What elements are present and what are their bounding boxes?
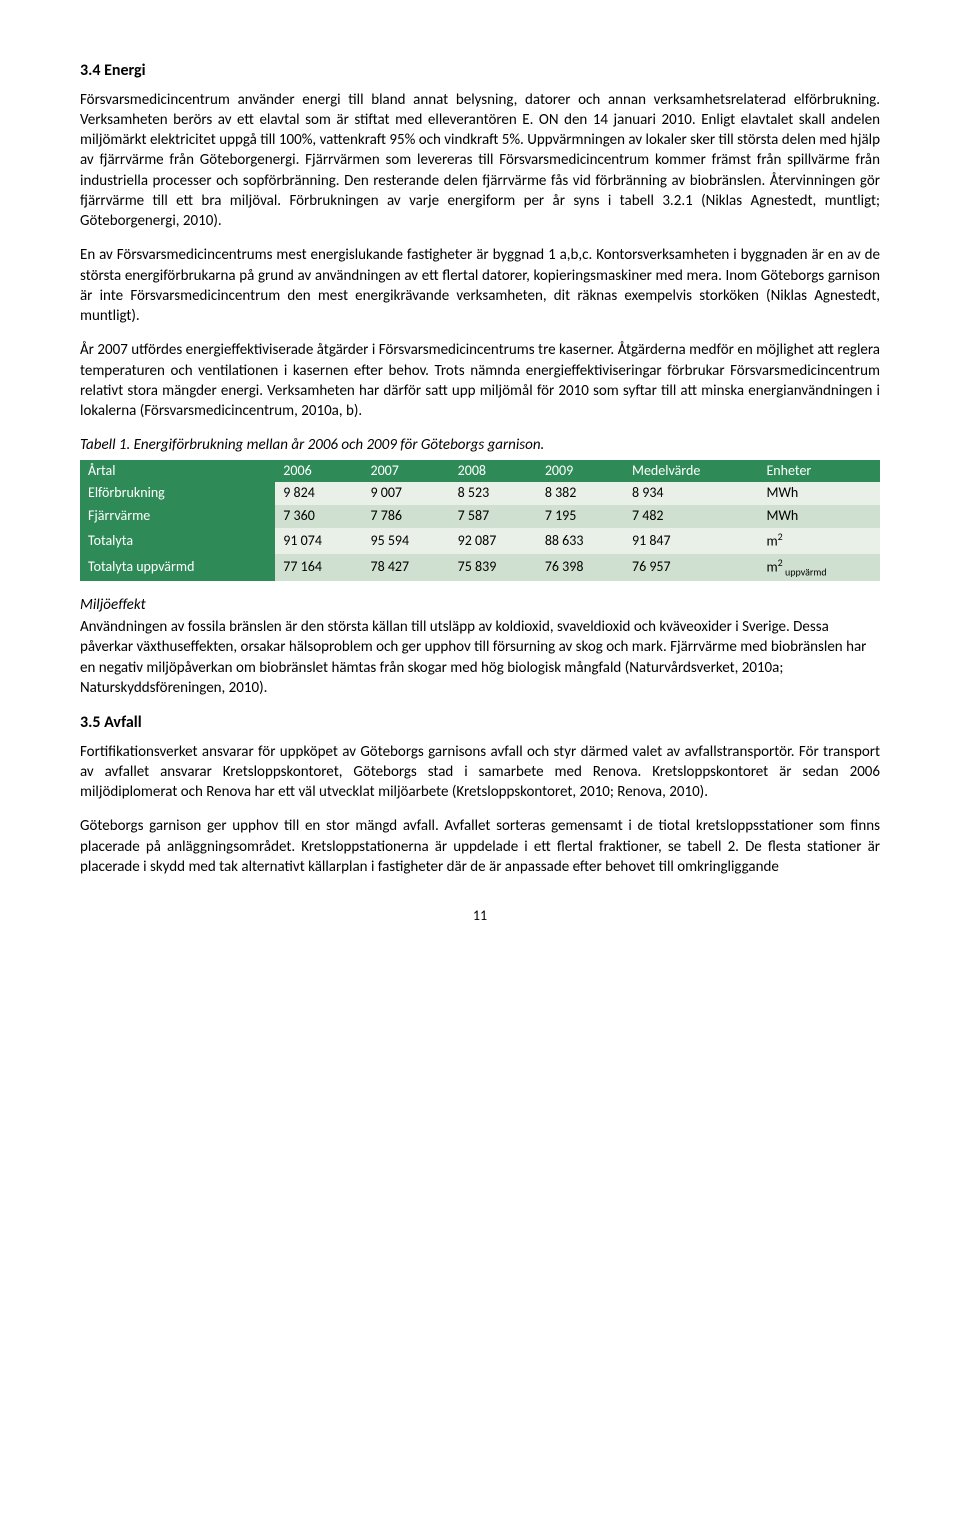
cell: 8 382 xyxy=(537,482,624,505)
section-3-4-heading: 3.4 Energi xyxy=(80,60,880,82)
cell: 75 839 xyxy=(450,554,537,581)
table-row: Totalyta 91 074 95 594 92 087 88 633 91 … xyxy=(80,528,880,554)
section-3-4-p3: År 2007 utfördes energieffektiviserade å… xyxy=(80,340,880,421)
cell: 7 195 xyxy=(537,505,624,528)
th-2008: 2008 xyxy=(450,460,537,483)
table-body: Elförbrukning 9 824 9 007 8 523 8 382 8 … xyxy=(80,482,880,580)
th-2007: 2007 xyxy=(362,460,449,483)
row-label: Totalyta xyxy=(80,528,275,554)
miljoeffekt-heading: Miljöeffekt xyxy=(80,595,880,615)
row-label: Totalyta uppvärmd xyxy=(80,554,275,581)
cell: 8 934 xyxy=(624,482,758,505)
row-label: Fjärrvärme xyxy=(80,505,275,528)
cell: 91 847 xyxy=(624,528,758,554)
cell-unit: MWh xyxy=(758,482,880,505)
th-medel: Medelvärde xyxy=(624,460,758,483)
section-3-5-p2: Göteborgs garnison ger upphov till en st… xyxy=(80,816,880,877)
cell: 88 633 xyxy=(537,528,624,554)
cell: 77 164 xyxy=(275,554,362,581)
table-row: Elförbrukning 9 824 9 007 8 523 8 382 8 … xyxy=(80,482,880,505)
cell-unit: MWh xyxy=(758,505,880,528)
cell: 76 957 xyxy=(624,554,758,581)
cell: 7 360 xyxy=(275,505,362,528)
section-3-4-p1: Försvarsmedicincentrum använder energi t… xyxy=(80,90,880,232)
cell: 7 786 xyxy=(362,505,449,528)
th-artal: Årtal xyxy=(80,460,275,483)
cell: 91 074 xyxy=(275,528,362,554)
table-row: Fjärrvärme 7 360 7 786 7 587 7 195 7 482… xyxy=(80,505,880,528)
cell: 92 087 xyxy=(450,528,537,554)
section-3-5-p1: Fortifikationsverket ansvarar för uppköp… xyxy=(80,742,880,803)
cell: 76 398 xyxy=(537,554,624,581)
cell-unit: m2 xyxy=(758,528,880,554)
cell: 9 824 xyxy=(275,482,362,505)
th-2009: 2009 xyxy=(537,460,624,483)
table-row: Totalyta uppvärmd 77 164 78 427 75 839 7… xyxy=(80,554,880,581)
cell: 78 427 xyxy=(362,554,449,581)
cell: 8 523 xyxy=(450,482,537,505)
cell-unit: m2 uppvärmd xyxy=(758,554,880,581)
table-1: Årtal 2006 2007 2008 2009 Medelvärde Enh… xyxy=(80,460,880,581)
cell: 9 007 xyxy=(362,482,449,505)
th-2006: 2006 xyxy=(275,460,362,483)
table-header-row: Årtal 2006 2007 2008 2009 Medelvärde Enh… xyxy=(80,460,880,483)
row-label: Elförbrukning xyxy=(80,482,275,505)
section-3-4-p2: En av Försvarsmedicincentrums mest energ… xyxy=(80,245,880,326)
cell: 7 482 xyxy=(624,505,758,528)
th-enheter: Enheter xyxy=(758,460,880,483)
section-3-5-heading: 3.5 Avfall xyxy=(80,712,880,734)
cell: 7 587 xyxy=(450,505,537,528)
cell: 95 594 xyxy=(362,528,449,554)
table-1-caption: Tabell 1. Energiförbrukning mellan år 20… xyxy=(80,435,880,455)
miljoeffekt-p1: Användningen av fossila bränslen är den … xyxy=(80,617,880,698)
page-number: 11 xyxy=(80,907,880,926)
